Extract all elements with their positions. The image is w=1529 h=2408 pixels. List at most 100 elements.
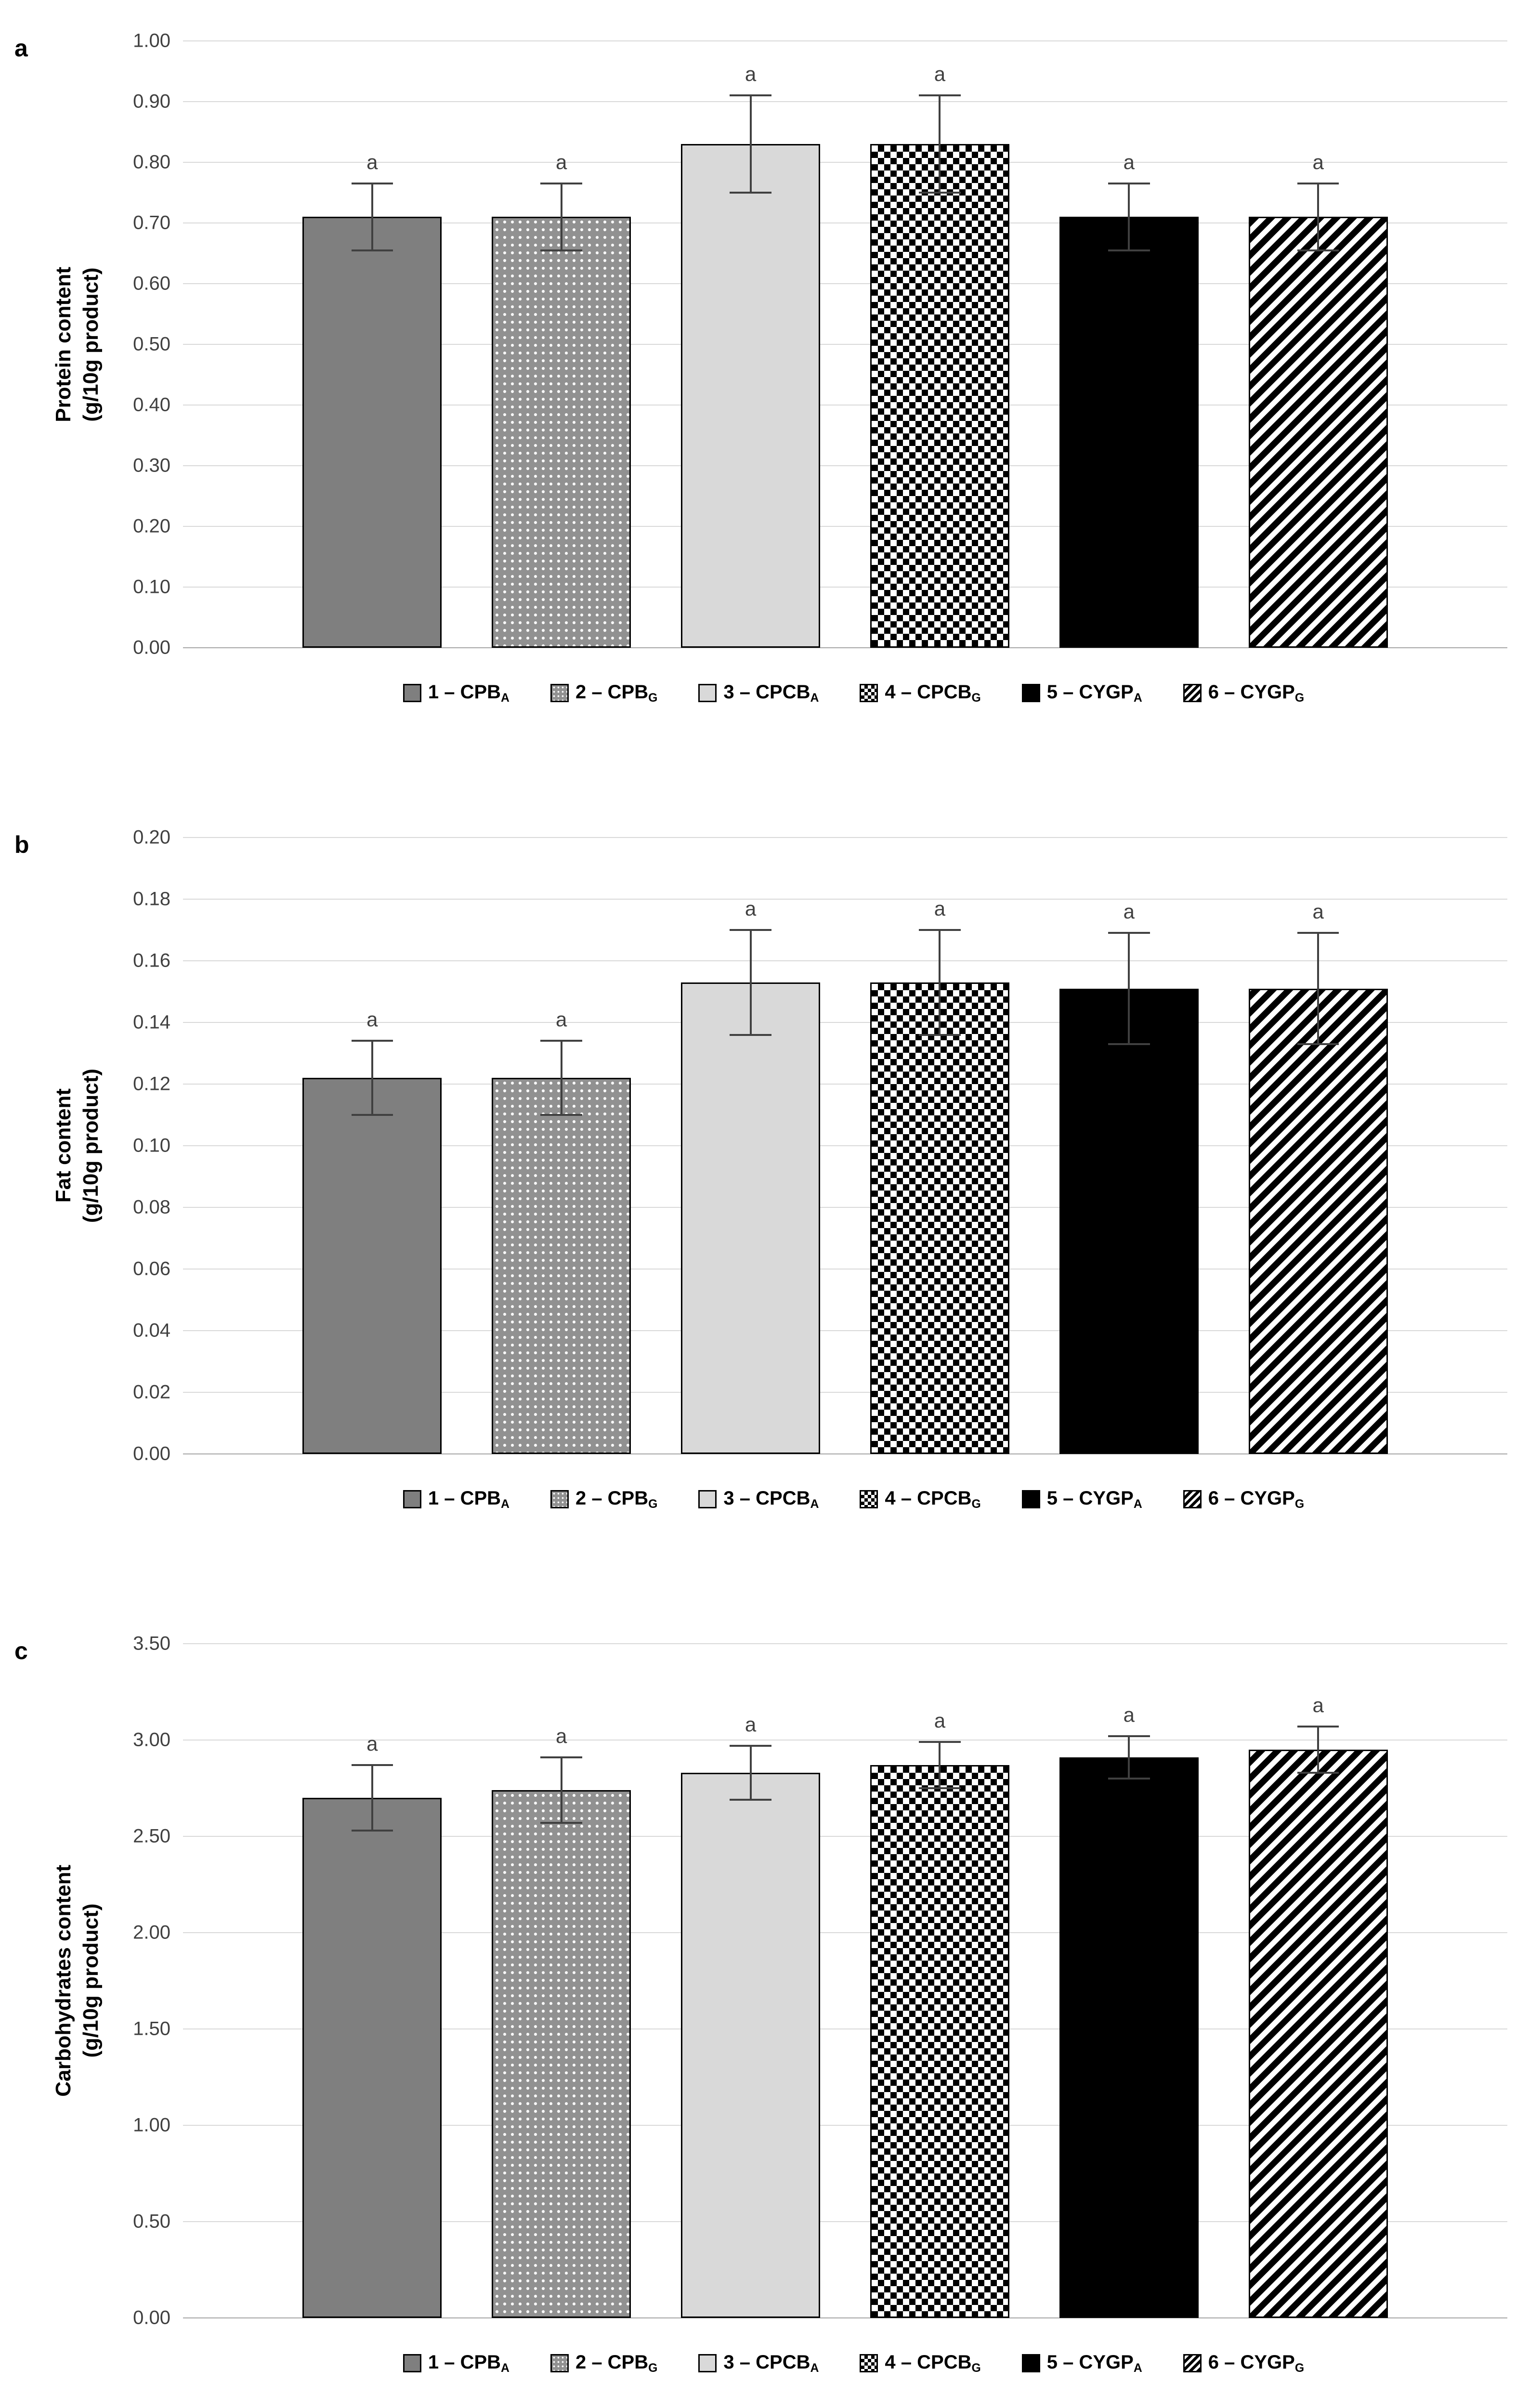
gridline — [183, 344, 1507, 345]
legend-label-subscript: A — [1133, 1497, 1142, 1511]
legend-item: 5 – CYGPA — [1021, 681, 1142, 705]
error-bar — [749, 1745, 752, 1800]
error-bar-cap — [1297, 1725, 1339, 1727]
legend-marker-black-white-diagonal-stripes — [1183, 2354, 1202, 2373]
legend-item: 3 – CPCBA — [698, 2352, 819, 2375]
error-bar-cap — [730, 929, 771, 931]
plot-area-b: a a a a a a — [183, 837, 1507, 1454]
error-bar-cap — [1297, 1771, 1339, 1774]
bar — [1059, 988, 1199, 1454]
gridline — [183, 1453, 1507, 1454]
significance-letter: a — [556, 151, 567, 174]
gridline — [183, 898, 1507, 900]
legend-marker-black-white-checker — [860, 1490, 878, 1509]
bar — [681, 1772, 820, 2318]
significance-letter: a — [1123, 900, 1135, 923]
y-tick-label: 0.00 — [133, 637, 170, 658]
legend-marker-solid-light-gray — [698, 2354, 717, 2373]
error-bar — [1128, 933, 1130, 1044]
gridline — [183, 2317, 1507, 2318]
y-axis-title-wrap-b: Fat content (g/10g product) — [48, 838, 106, 1454]
y-axis-title-wrap-a: Protein content (g/10g product) — [48, 41, 106, 648]
bar — [1248, 988, 1388, 1454]
significance-letter: a — [1123, 151, 1135, 174]
significance-letter: a — [745, 1713, 757, 1736]
legend-label-subscript: G — [1294, 1497, 1305, 1511]
y-tick-label: 1.50 — [133, 2018, 170, 2040]
chart-panel-c: c Carbohydrates content (g/10g product) … — [14, 1622, 1529, 2375]
y-tick-label: 2.50 — [133, 1825, 170, 1847]
legend-label-subscript: A — [1133, 691, 1142, 705]
gridline — [183, 2124, 1507, 2126]
error-bar-cap — [1108, 1777, 1150, 1780]
significance-letter: a — [556, 1724, 567, 1747]
y-tick-label: 3.00 — [133, 1729, 170, 1751]
error-bar — [749, 929, 752, 1035]
bar — [492, 1078, 631, 1454]
bar — [302, 217, 442, 648]
y-tick-label: 0.50 — [133, 2211, 170, 2232]
legend-c: 1 – CPBA 2 – CPBG 3 – CPCBA 4 – CPCBG 5 – CY… — [197, 2352, 1510, 2375]
significance-letter: a — [745, 897, 757, 920]
y-tick-label: 0.00 — [133, 1443, 170, 1465]
legend-label: 3 – CPCBA — [723, 1487, 819, 1511]
legend-label-subscript: A — [810, 1497, 819, 1511]
panel-letter-b: b — [14, 831, 29, 858]
gridline — [183, 2221, 1507, 2222]
gridline — [183, 162, 1507, 163]
bar — [1248, 1749, 1388, 2318]
error-bar-cap — [540, 1040, 583, 1042]
y-tick-label: 0.10 — [133, 1135, 170, 1156]
bar — [1059, 1757, 1199, 2318]
legend-label: 6 – CYGPG — [1208, 681, 1305, 705]
legend-item: 3 – CPCBA — [698, 1488, 819, 1511]
error-bar — [1317, 933, 1320, 1044]
legend-label-subscript: G — [971, 691, 981, 705]
legend-label-subscript: A — [810, 691, 819, 705]
legend-marker-black-white-diagonal-stripes — [1183, 1490, 1202, 1509]
significance-letter: a — [745, 63, 757, 86]
error-bar-cap — [540, 1821, 583, 1824]
panel-letter-c: c — [14, 1637, 28, 1664]
y-tick-label: 0.20 — [133, 826, 170, 848]
legend-marker-black-white-checker — [860, 2354, 878, 2373]
gridline — [183, 1021, 1507, 1023]
y-tick-label: 0.14 — [133, 1011, 170, 1033]
error-bar-cap — [1108, 1043, 1150, 1045]
legend-label: 5 – CYGPA — [1046, 2351, 1142, 2375]
error-bar-cap — [730, 1034, 771, 1036]
legend-label: 5 – CYGPA — [1046, 1487, 1142, 1511]
bar — [302, 1078, 442, 1454]
gridline — [183, 1206, 1507, 1208]
legend-label: 2 – CPBG — [575, 2351, 658, 2375]
y-tick-label: 0.10 — [133, 576, 170, 598]
error-bar — [1128, 1736, 1130, 1779]
error-bar — [371, 1765, 373, 1831]
y-tick-label: 1.00 — [133, 30, 170, 52]
legend-item: 3 – CPCBA — [698, 681, 819, 705]
y-tick-label: 0.16 — [133, 950, 170, 971]
legend-label: 3 – CPCBA — [723, 681, 819, 705]
y-tick-label: 0.60 — [133, 273, 170, 294]
legend-label-subscript: G — [1294, 691, 1305, 705]
legend-label: 1 – CPBA — [428, 1487, 510, 1511]
significance-letter: a — [934, 897, 946, 920]
gridline — [183, 526, 1507, 527]
error-bar-cap — [1297, 932, 1339, 934]
error-bar-cap — [540, 249, 583, 251]
y-tick-label: 0.02 — [133, 1381, 170, 1403]
gridline — [183, 1643, 1507, 1644]
bar — [870, 144, 1009, 648]
error-bar — [560, 1041, 562, 1115]
error-bar-cap — [351, 1040, 393, 1042]
legend-a: 1 – CPBA 2 – CPBG 3 – CPCBA 4 – CPCBG 5 – CY… — [197, 681, 1510, 705]
y-tick-label: 0.70 — [133, 212, 170, 234]
legend-marker-solid-dark-gray — [403, 2354, 421, 2373]
error-bar-cap — [1108, 932, 1150, 934]
y-tick-label: 0.80 — [133, 151, 170, 173]
error-bar-cap — [730, 1744, 771, 1747]
error-bar — [1317, 1726, 1320, 1773]
gridline — [183, 1330, 1507, 1331]
bar — [681, 144, 820, 648]
error-bar-cap — [1108, 1735, 1150, 1737]
